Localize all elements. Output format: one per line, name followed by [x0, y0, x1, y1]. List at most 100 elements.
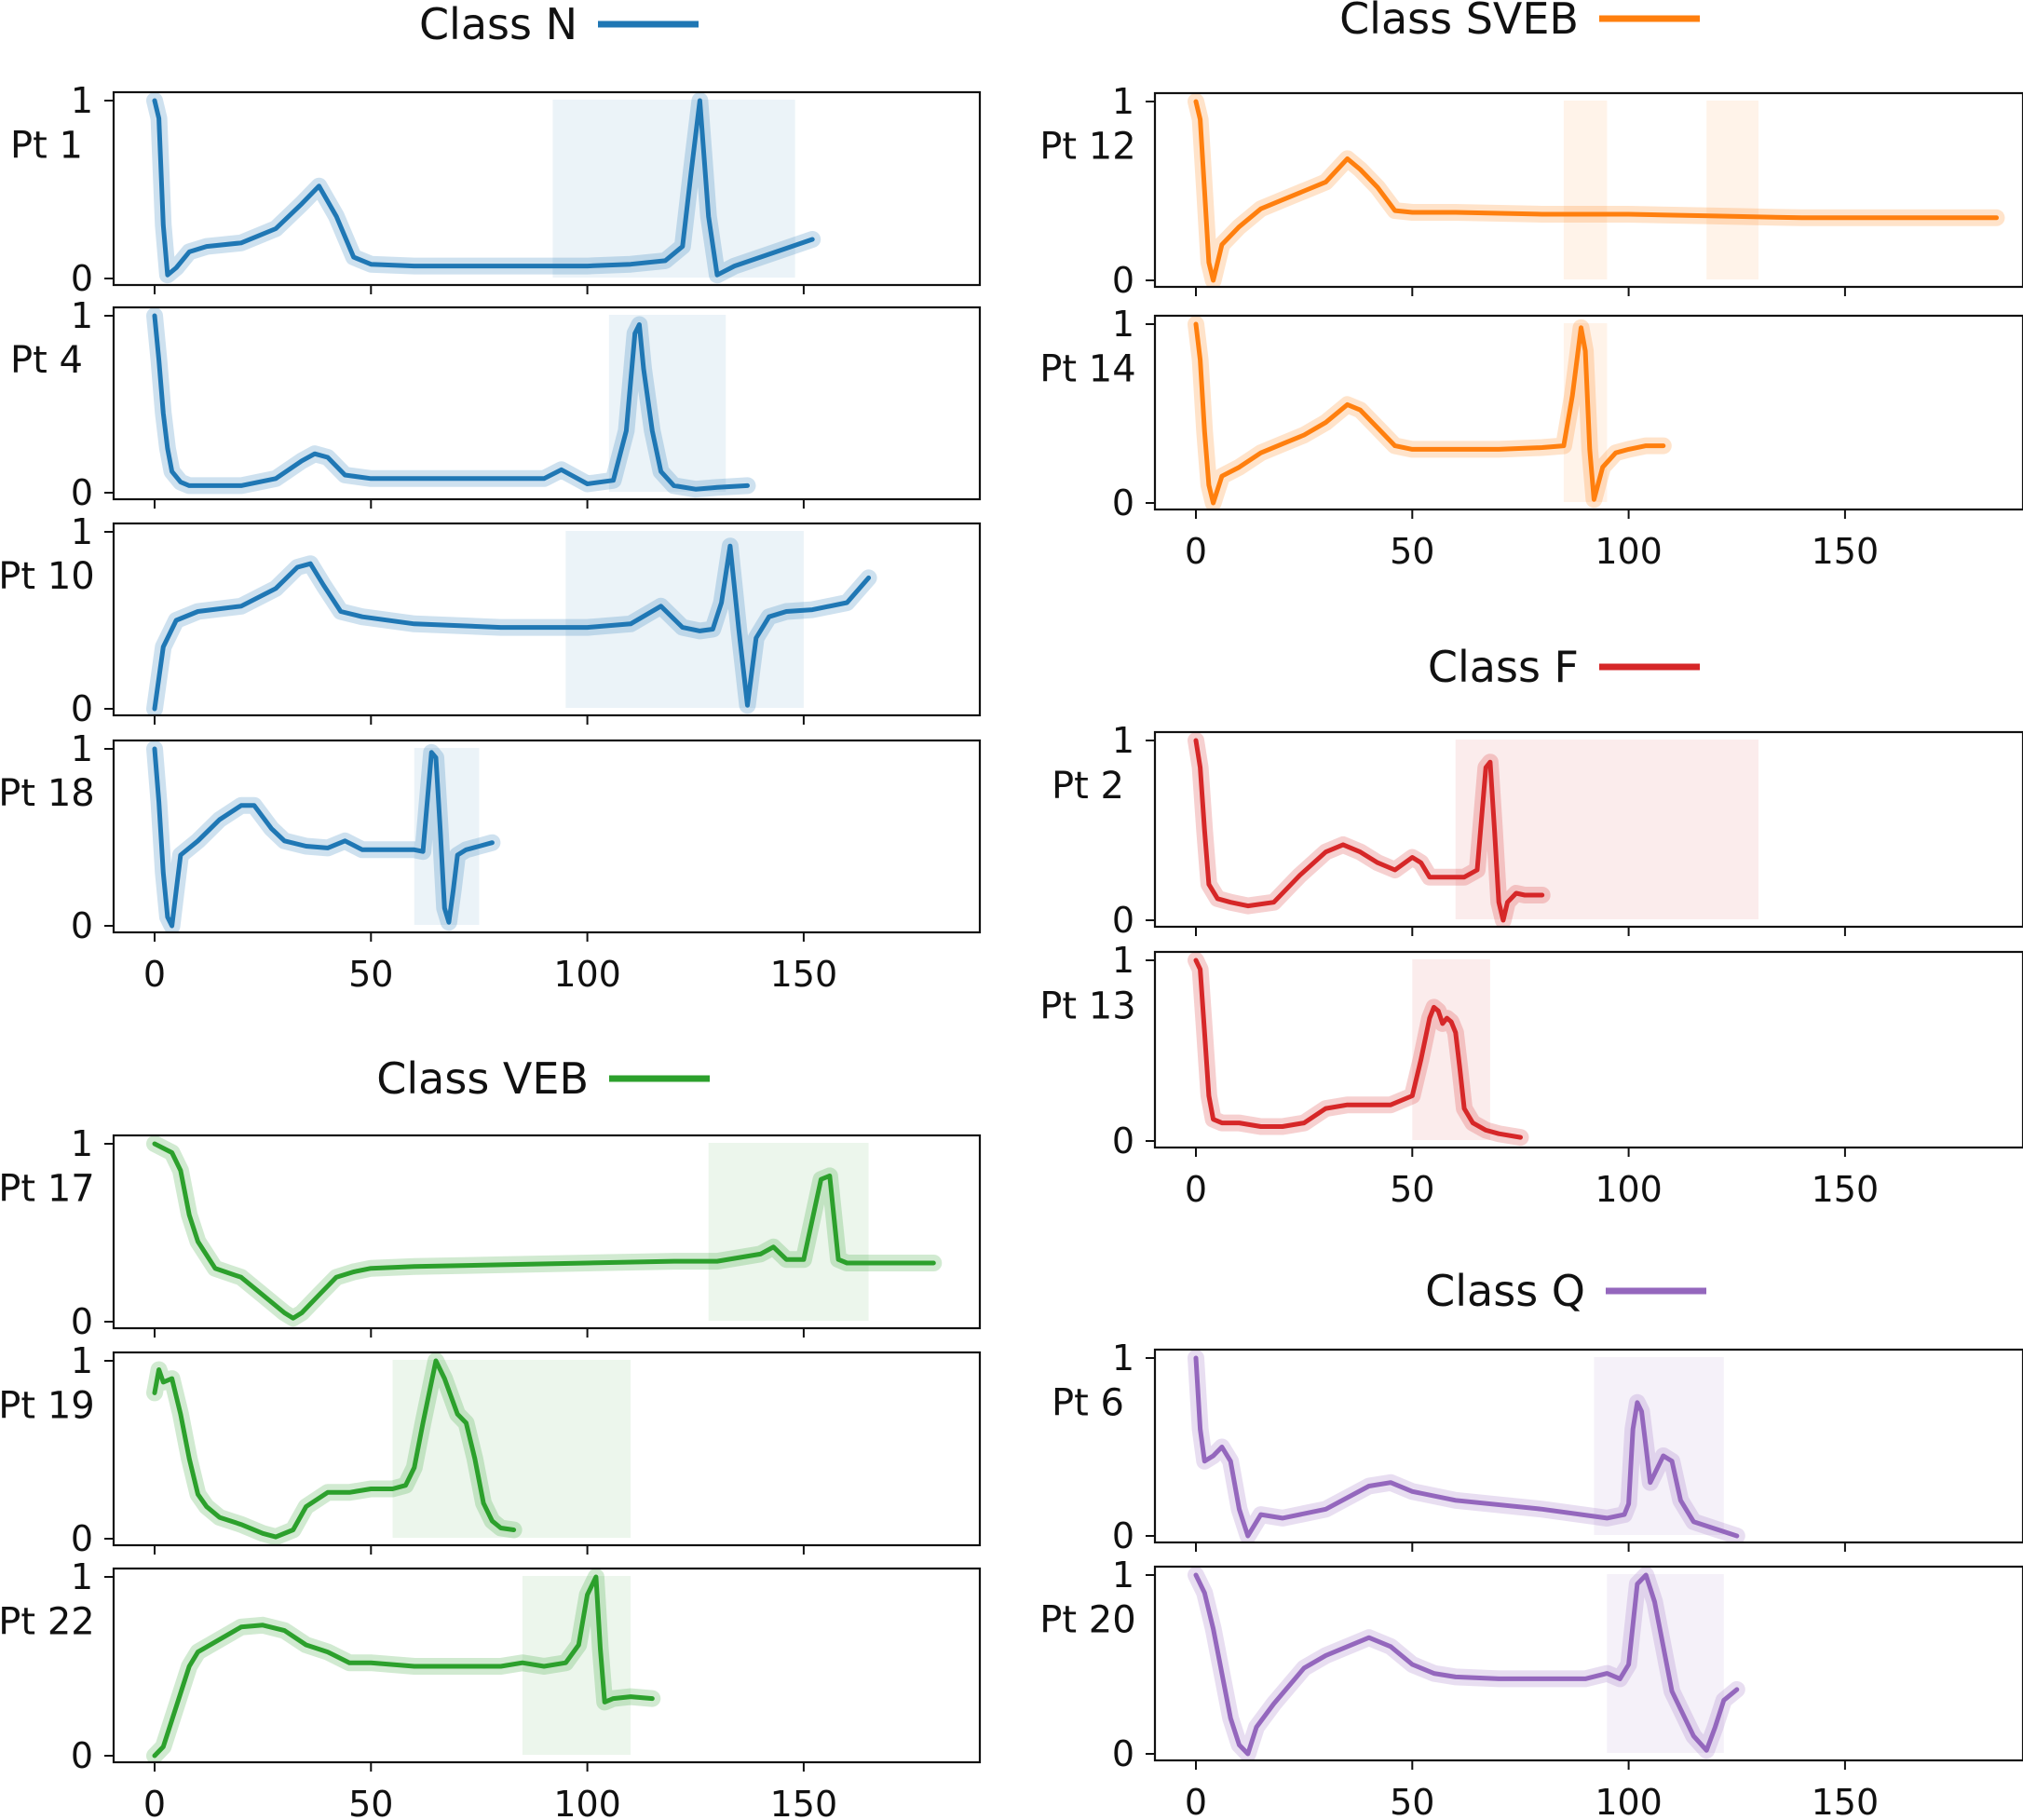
- beat-variability-band: [552, 100, 795, 278]
- patient-label: Pt 19: [0, 1384, 95, 1427]
- y-tick-label: 0: [1112, 482, 1134, 523]
- class-title-text: Class SVEB: [1339, 0, 1579, 44]
- y-tick-label: 0: [1112, 1121, 1134, 1161]
- panel-pt-20: 0 1 0 50 100 150 Pt 20: [1039, 1555, 2023, 1820]
- x-tick-label: 100: [553, 1784, 621, 1820]
- y-tick-label: 0: [71, 258, 93, 299]
- class-title-text: Class N: [419, 0, 577, 49]
- y-tick-label: 1: [71, 1340, 93, 1381]
- x-tick-label: 0: [1185, 1169, 1207, 1210]
- beat-variability-band: [1455, 740, 1758, 919]
- y-tick-label: 1: [1112, 81, 1134, 122]
- patient-label: Pt 17: [0, 1167, 95, 1210]
- class-title-text: Class F: [1428, 642, 1579, 692]
- patient-label: Pt 18: [0, 772, 95, 815]
- mean-beat-line: [1193, 99, 1999, 283]
- mean-beat-line: [152, 1358, 517, 1540]
- panel-pt-17: 0 1Pt 17: [0, 1123, 982, 1342]
- y-tick-label: 1: [1112, 720, 1134, 761]
- x-tick-label: 50: [1390, 1782, 1434, 1820]
- y-tick-label: 1: [71, 295, 93, 336]
- panel-pt-1: 0 1Pt 1: [10, 80, 982, 299]
- y-tick-label: 0: [71, 1735, 93, 1776]
- spread-region: [1706, 101, 1758, 279]
- axes-frame: [112, 1351, 982, 1547]
- mean-beat-line: [152, 543, 872, 712]
- mean-beat-line: [1193, 321, 1666, 506]
- spread-region: [552, 100, 795, 278]
- x-tick-label: 150: [1812, 1169, 1880, 1210]
- y-tick-label: 1: [71, 80, 93, 121]
- x-tick-label: 150: [770, 954, 838, 995]
- y-tick-label: 0: [71, 472, 93, 513]
- y-tick-label: 0: [71, 688, 93, 729]
- x-tick-label: 100: [1595, 1169, 1663, 1210]
- panel-pt-10: 0 1Pt 10: [0, 511, 982, 729]
- axes-frame: [1153, 730, 2023, 929]
- mean-beat-line: [152, 313, 750, 492]
- spread-region: [708, 1143, 869, 1321]
- x-tick-label: 100: [553, 954, 621, 995]
- x-tick-label: 150: [770, 1784, 838, 1820]
- spread-region: [1455, 740, 1758, 919]
- axes-frame: [1153, 1348, 2023, 1544]
- y-tick-label: 1: [71, 1123, 93, 1164]
- patient-label: Pt 10: [0, 555, 95, 598]
- axes-frame: [1153, 1565, 2023, 1762]
- beat-variability-band: [708, 1143, 869, 1321]
- x-tick-label: 150: [1812, 1782, 1880, 1820]
- mean-beat-line: [1193, 738, 1545, 923]
- axes-frame: [112, 1567, 982, 1764]
- panel-pt-6: 0 1Pt 6: [1052, 1338, 2023, 1556]
- patient-label: Pt 1: [10, 124, 83, 167]
- y-tick-label: 1: [71, 511, 93, 552]
- y-tick-label: 0: [1112, 1733, 1134, 1774]
- x-tick-label: 50: [1390, 1169, 1434, 1210]
- spread-region: [1563, 101, 1608, 279]
- patient-label: Pt 12: [1039, 126, 1135, 169]
- y-tick-label: 0: [71, 905, 93, 946]
- x-tick-label: 100: [1595, 1782, 1663, 1820]
- axes-frame: [112, 522, 982, 717]
- patient-label: Pt 2: [1052, 765, 1124, 808]
- y-tick-label: 1: [71, 1556, 93, 1597]
- y-tick-label: 0: [1112, 900, 1134, 941]
- mean-beat-line: [152, 746, 495, 929]
- panel-pt-22: 0 1 0 50 100 150 Pt 22: [0, 1556, 982, 1820]
- beat-variability-band: [1563, 101, 1758, 279]
- y-tick-label: 0: [71, 1301, 93, 1342]
- y-tick-label: 1: [1112, 1338, 1134, 1379]
- axes-frame: [112, 739, 982, 934]
- mean-beat-line: [1193, 1572, 1740, 1757]
- panel-pt-13: 0 1 0 50 100 150 Pt 13: [1039, 940, 2023, 1210]
- class-title-text: Class Q: [1425, 1266, 1585, 1316]
- patient-label: Pt 14: [1039, 348, 1135, 391]
- mean-beat-line: [152, 98, 815, 278]
- panel-pt-2: 0 1Pt 2: [1052, 720, 2023, 941]
- mean-beat-line: [1193, 958, 1523, 1140]
- x-tick-label: 50: [348, 1784, 393, 1820]
- x-tick-label: 0: [1185, 1782, 1207, 1820]
- beat-variability-band: [1594, 1357, 1724, 1535]
- panel-pt-18: 0 1 0 50 100 150 Pt 18: [0, 728, 982, 995]
- y-tick-label: 0: [71, 1518, 93, 1559]
- class-title-class-f: Class F: [1428, 642, 1700, 692]
- mean-beat-line: [152, 1574, 655, 1759]
- axes-frame: [112, 1134, 982, 1330]
- x-tick-label: 150: [1812, 531, 1880, 572]
- patient-label: Pt 6: [1052, 1381, 1124, 1424]
- panel-pt-4: 0 1Pt 4: [10, 295, 982, 513]
- axes-frame: [1153, 314, 2023, 511]
- spread-region: [1594, 1357, 1724, 1535]
- y-tick-label: 0: [1112, 1515, 1134, 1556]
- axes-frame: [1153, 950, 2023, 1149]
- class-title-class-veb: Class VEB: [376, 1053, 710, 1104]
- y-tick-label: 1: [1112, 940, 1134, 981]
- x-tick-label: 0: [143, 1784, 166, 1820]
- x-tick-label: 50: [1390, 531, 1434, 572]
- panel-pt-19: 0 1Pt 19: [0, 1340, 982, 1559]
- class-title-class-q: Class Q: [1425, 1266, 1706, 1316]
- y-tick-label: 1: [1112, 1555, 1134, 1596]
- patient-label: Pt 4: [10, 339, 83, 382]
